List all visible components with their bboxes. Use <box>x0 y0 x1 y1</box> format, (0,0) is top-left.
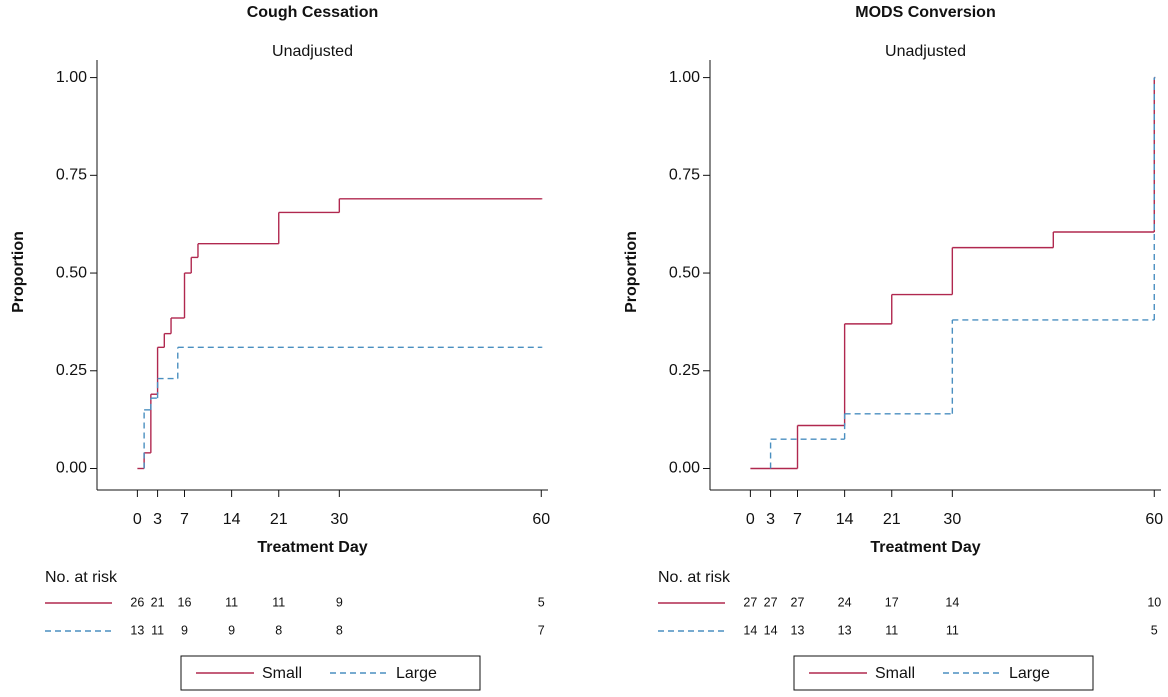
risk-count: 8 <box>275 623 282 637</box>
risk-count: 27 <box>764 595 778 609</box>
risk-count: 14 <box>945 595 959 609</box>
risk-count: 11 <box>151 623 164 637</box>
risk-count: 9 <box>181 623 188 637</box>
x-tick-label: 14 <box>836 511 854 528</box>
chart-subtitle: Unadjusted <box>272 43 353 60</box>
y-axis-label: Proportion <box>10 231 27 313</box>
risk-count: 14 <box>764 623 778 637</box>
x-tick-label: 3 <box>153 511 162 528</box>
risk-count: 16 <box>178 595 192 609</box>
risk-count: 7 <box>538 623 545 637</box>
x-axis-label: Treatment Day <box>257 539 367 556</box>
x-tick-label: 14 <box>223 511 241 528</box>
chart-title: MODS Conversion <box>855 4 995 21</box>
risk-count: 10 <box>1147 595 1161 609</box>
x-tick-label: 3 <box>766 511 775 528</box>
risk-count: 5 <box>538 595 545 609</box>
x-tick-label: 21 <box>270 511 288 528</box>
risk-count: 27 <box>791 595 805 609</box>
risk-count: 27 <box>743 595 757 609</box>
risk-count: 13 <box>838 623 852 637</box>
x-tick-label: 60 <box>1145 511 1163 528</box>
y-tick-label: 0.00 <box>669 460 700 477</box>
y-tick-label: 0.50 <box>56 264 87 281</box>
chart-subtitle: Unadjusted <box>885 43 966 60</box>
risk-count: 24 <box>838 595 852 609</box>
risk-count: 11 <box>946 623 959 637</box>
y-tick-label: 0.50 <box>669 264 700 281</box>
x-tick-label: 0 <box>746 511 755 528</box>
risk-count: 9 <box>336 595 343 609</box>
legend-label: Small <box>262 665 302 682</box>
x-tick-label: 30 <box>943 511 961 528</box>
chart-title: Cough Cessation <box>247 4 379 21</box>
y-tick-label: 0.00 <box>56 460 87 477</box>
x-tick-label: 7 <box>180 511 189 528</box>
y-tick-label: 1.00 <box>56 69 87 86</box>
y-tick-label: 0.75 <box>56 167 87 184</box>
x-tick-label: 60 <box>532 511 550 528</box>
risk-table-label: No. at risk <box>658 569 731 586</box>
risk-table-label: No. at risk <box>45 569 118 586</box>
risk-count: 26 <box>130 595 144 609</box>
risk-count: 21 <box>151 595 165 609</box>
legend-label: Large <box>396 665 437 682</box>
y-axis-label: Proportion <box>623 231 640 313</box>
x-tick-label: 21 <box>883 511 901 528</box>
y-tick-label: 0.25 <box>56 362 87 379</box>
x-axis-label: Treatment Day <box>870 539 980 556</box>
risk-count: 9 <box>228 623 235 637</box>
x-tick-label: 7 <box>793 511 802 528</box>
risk-count: 11 <box>272 595 285 609</box>
y-tick-label: 0.25 <box>669 362 700 379</box>
x-tick-label: 0 <box>133 511 142 528</box>
risk-count: 13 <box>130 623 144 637</box>
risk-count: 8 <box>336 623 343 637</box>
risk-count: 13 <box>791 623 805 637</box>
y-tick-label: 0.75 <box>669 167 700 184</box>
risk-count: 14 <box>743 623 757 637</box>
x-tick-label: 30 <box>330 511 348 528</box>
risk-count: 11 <box>885 623 898 637</box>
legend-label: Large <box>1009 665 1050 682</box>
risk-count: 17 <box>885 595 899 609</box>
risk-count: 11 <box>225 595 238 609</box>
legend-label: Small <box>875 665 915 682</box>
y-tick-label: 1.00 <box>669 69 700 86</box>
risk-count: 5 <box>1151 623 1158 637</box>
